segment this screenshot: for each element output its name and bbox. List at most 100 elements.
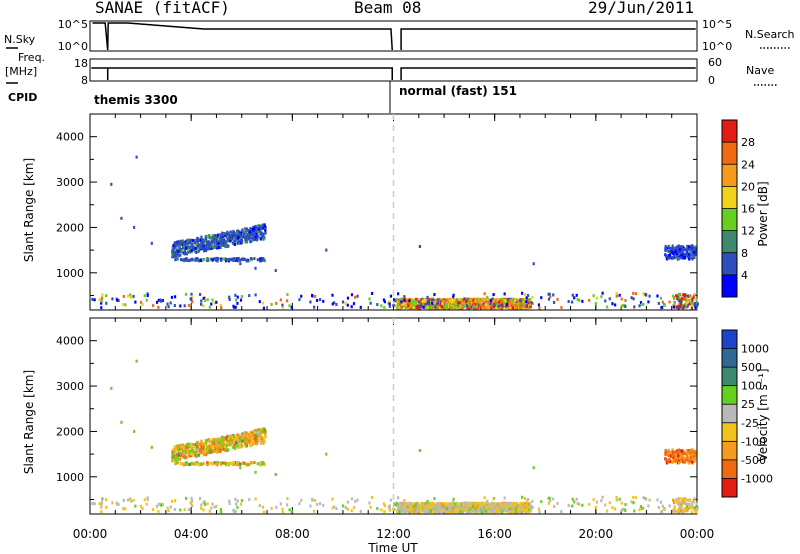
velocity-echo-cell <box>679 449 682 453</box>
velocity-echo-cell <box>496 507 499 511</box>
velocity-echo-cell <box>441 510 444 514</box>
power-echo-cell <box>177 242 180 246</box>
velocity-echo-cell <box>218 437 221 441</box>
power-echo-cell <box>219 258 223 262</box>
power-echo-cell <box>519 297 522 301</box>
power-echo-cell <box>200 302 203 306</box>
velocity-echo-cell <box>671 454 674 458</box>
power-echo-cell <box>452 297 455 301</box>
velocity-echo-cell <box>661 509 664 513</box>
power-echo-cell <box>679 251 682 255</box>
velocity-echo-cell <box>202 508 205 512</box>
velocity-echo-cell <box>494 503 498 507</box>
velocity-echo-cell <box>179 452 182 456</box>
velocity-colorbar-frame <box>721 329 738 498</box>
velocity-echo-cell <box>513 503 517 507</box>
power-echo-cell <box>261 301 265 305</box>
power-echo-cell <box>489 301 492 305</box>
power-echo-cell <box>431 301 434 305</box>
power-echo-cell <box>491 297 494 301</box>
power-echo-cell <box>233 243 236 247</box>
velocity-echo-cell <box>232 435 235 439</box>
power-echo-cell <box>219 239 222 243</box>
power-echo-cell <box>581 299 584 303</box>
power-echo-cell <box>285 299 289 303</box>
power-echo-cell <box>686 253 689 257</box>
power-echo-cell <box>683 255 686 259</box>
power-echo-cell <box>497 300 501 304</box>
velocity-echo-cell <box>408 508 411 512</box>
velocity-echo-cell <box>522 506 525 510</box>
power-echo-cell <box>235 298 238 302</box>
power-echo-cell <box>179 304 182 308</box>
power-echo-cell <box>447 298 450 302</box>
velocity-echo-cell <box>595 500 599 504</box>
power-echo-cell <box>191 295 194 299</box>
velocity-echo-cell <box>638 508 641 512</box>
power-echo-cell <box>439 300 443 304</box>
power-echo-cell <box>405 298 408 302</box>
velocity-echo-cell <box>203 442 207 446</box>
velocity-echo-cell <box>397 496 400 500</box>
velocity-echo-cell <box>677 454 680 458</box>
power-echo-cell <box>444 301 447 305</box>
velocity-echo-cell <box>622 507 625 511</box>
velocity-echo-cell <box>547 501 551 505</box>
velocity-echo-cell <box>167 509 170 513</box>
power-echo-cell <box>368 297 371 301</box>
velocity-echo-cell <box>648 498 651 502</box>
power-echo-cell <box>531 295 534 299</box>
power-echo-cell <box>224 234 227 238</box>
power-echo-cell <box>519 299 522 303</box>
power-echo-cell <box>244 233 247 237</box>
power-echo-cell <box>190 258 194 262</box>
power-echo-cell <box>624 298 627 302</box>
velocity-echo-cell <box>690 450 694 454</box>
x-tick-label: 16:00 <box>477 527 512 541</box>
power-echo-cell <box>693 247 696 251</box>
velocity-echo-cell <box>254 434 257 438</box>
velocity-echo-cell <box>439 504 443 508</box>
power-echo-cell <box>286 293 289 297</box>
power-echo-cell <box>255 226 259 230</box>
power-echo-cell <box>657 301 660 305</box>
power-echo-cell <box>188 245 192 249</box>
velocity-colorbar-swatch <box>722 478 737 497</box>
velocity-echo-cell <box>594 505 597 509</box>
power-echo-cell <box>251 238 254 242</box>
power-echo-cell <box>242 232 245 236</box>
velocity-echo-cell <box>240 443 243 447</box>
power-echo-cell <box>245 236 248 240</box>
power-echo-cell <box>247 237 250 241</box>
velocity-echo-cell <box>415 501 418 505</box>
velocity-echo-cell <box>496 503 499 507</box>
velocity-echo-cell <box>227 448 230 452</box>
power-echo-cell <box>166 302 169 306</box>
power-echo-cell <box>178 241 182 245</box>
power-echo-cell <box>513 299 517 303</box>
velocity-echo-cell <box>240 462 243 466</box>
velocity-echo-cell <box>231 462 234 466</box>
velocity-echo-cell <box>608 501 611 505</box>
power-echo-cell <box>522 300 525 304</box>
power-echo-cell <box>678 257 681 261</box>
velocity-echo-cell <box>256 462 259 466</box>
power-echo-cell <box>232 257 235 261</box>
power-echo-cell <box>228 295 231 299</box>
velocity-colorbar-swatch <box>722 348 737 368</box>
power-echo-cell <box>671 250 674 254</box>
power-echo-cell <box>663 303 666 307</box>
velocity-echo-cell <box>105 505 108 509</box>
velocity-echo-cell <box>691 455 694 459</box>
power-echo-cell <box>689 253 692 257</box>
velocity-echo-cell <box>399 507 402 511</box>
power-echo-cell <box>237 236 240 240</box>
power-echo-cell <box>520 306 524 310</box>
power-echo-cell <box>197 259 200 263</box>
velocity-colorbar-swatch <box>722 385 737 405</box>
power-colorbar-tick-label: 8 <box>741 247 748 260</box>
power-echo-cell <box>143 294 146 298</box>
velocity-echo-cell <box>396 508 399 512</box>
power-echo-cell <box>182 245 185 249</box>
velocity-echo-cell <box>465 503 468 507</box>
